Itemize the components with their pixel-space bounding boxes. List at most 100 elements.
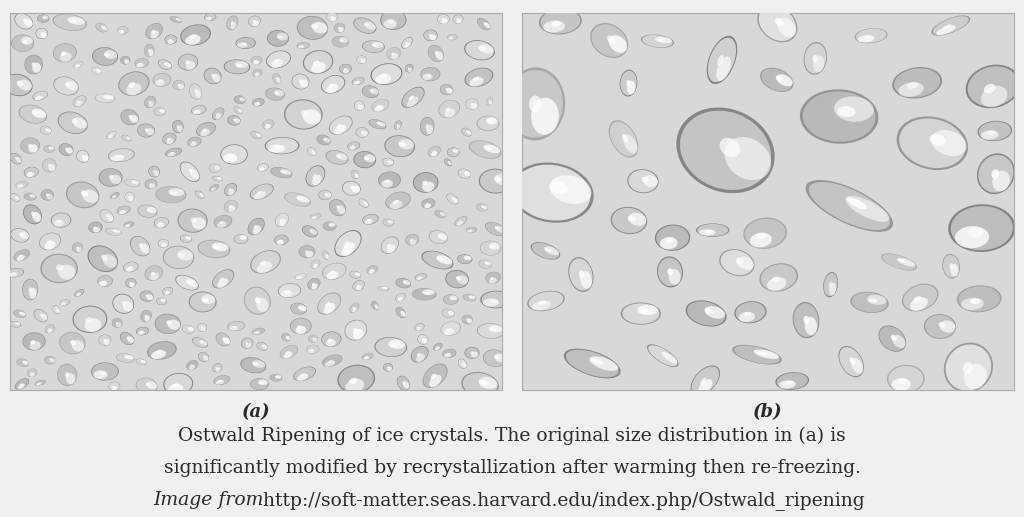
Ellipse shape bbox=[308, 335, 317, 342]
Ellipse shape bbox=[156, 350, 163, 354]
Ellipse shape bbox=[495, 226, 506, 233]
Ellipse shape bbox=[52, 14, 87, 31]
Ellipse shape bbox=[186, 61, 196, 70]
Ellipse shape bbox=[7, 268, 25, 277]
Ellipse shape bbox=[424, 364, 446, 387]
Ellipse shape bbox=[191, 142, 195, 144]
Ellipse shape bbox=[31, 372, 33, 374]
Ellipse shape bbox=[252, 328, 265, 334]
Ellipse shape bbox=[17, 185, 24, 188]
Ellipse shape bbox=[628, 169, 658, 193]
Ellipse shape bbox=[949, 263, 953, 269]
Ellipse shape bbox=[266, 88, 284, 100]
Ellipse shape bbox=[125, 356, 129, 358]
Ellipse shape bbox=[297, 42, 309, 49]
Ellipse shape bbox=[186, 280, 191, 283]
Ellipse shape bbox=[337, 155, 342, 158]
Ellipse shape bbox=[144, 265, 163, 281]
Ellipse shape bbox=[541, 9, 581, 34]
Ellipse shape bbox=[122, 135, 131, 141]
Ellipse shape bbox=[73, 61, 84, 68]
Ellipse shape bbox=[200, 340, 208, 345]
Ellipse shape bbox=[33, 63, 41, 73]
Ellipse shape bbox=[426, 124, 429, 129]
Ellipse shape bbox=[372, 301, 379, 310]
Ellipse shape bbox=[488, 325, 503, 332]
Ellipse shape bbox=[447, 312, 451, 314]
Ellipse shape bbox=[82, 190, 98, 203]
Ellipse shape bbox=[150, 184, 156, 189]
Ellipse shape bbox=[450, 296, 458, 300]
Ellipse shape bbox=[172, 80, 185, 90]
Ellipse shape bbox=[369, 119, 386, 129]
Ellipse shape bbox=[266, 124, 268, 126]
Ellipse shape bbox=[335, 231, 360, 256]
Ellipse shape bbox=[66, 373, 76, 384]
Ellipse shape bbox=[165, 63, 168, 65]
Ellipse shape bbox=[185, 35, 201, 45]
Ellipse shape bbox=[473, 77, 479, 81]
Ellipse shape bbox=[77, 293, 80, 294]
Ellipse shape bbox=[690, 366, 720, 396]
Ellipse shape bbox=[306, 166, 325, 186]
Ellipse shape bbox=[125, 224, 130, 227]
Ellipse shape bbox=[311, 62, 326, 73]
Ellipse shape bbox=[823, 273, 838, 296]
Ellipse shape bbox=[121, 210, 124, 212]
Ellipse shape bbox=[32, 212, 41, 222]
Ellipse shape bbox=[415, 273, 427, 280]
Ellipse shape bbox=[428, 146, 440, 156]
Ellipse shape bbox=[182, 325, 194, 333]
Ellipse shape bbox=[569, 258, 593, 291]
Ellipse shape bbox=[13, 310, 26, 317]
Ellipse shape bbox=[380, 73, 387, 78]
Ellipse shape bbox=[168, 39, 174, 44]
Ellipse shape bbox=[251, 131, 262, 139]
Ellipse shape bbox=[265, 87, 285, 101]
Ellipse shape bbox=[178, 209, 207, 232]
Ellipse shape bbox=[984, 84, 995, 94]
Ellipse shape bbox=[123, 301, 133, 311]
Ellipse shape bbox=[93, 371, 108, 379]
Ellipse shape bbox=[188, 169, 194, 174]
Ellipse shape bbox=[109, 382, 120, 390]
Ellipse shape bbox=[120, 72, 148, 95]
Ellipse shape bbox=[758, 5, 798, 42]
Ellipse shape bbox=[165, 63, 171, 67]
Ellipse shape bbox=[295, 274, 306, 279]
Ellipse shape bbox=[95, 23, 108, 32]
Ellipse shape bbox=[240, 97, 246, 101]
Ellipse shape bbox=[339, 366, 374, 392]
Ellipse shape bbox=[447, 161, 450, 163]
Ellipse shape bbox=[69, 19, 77, 23]
Ellipse shape bbox=[54, 77, 78, 95]
Ellipse shape bbox=[362, 215, 378, 224]
Ellipse shape bbox=[198, 240, 230, 258]
Ellipse shape bbox=[108, 148, 135, 162]
Ellipse shape bbox=[43, 145, 55, 153]
Ellipse shape bbox=[352, 280, 365, 291]
Ellipse shape bbox=[479, 169, 512, 193]
Ellipse shape bbox=[480, 291, 512, 308]
Text: Image from: Image from bbox=[154, 491, 264, 509]
Ellipse shape bbox=[867, 295, 887, 305]
Ellipse shape bbox=[379, 172, 400, 188]
Ellipse shape bbox=[467, 318, 472, 323]
Ellipse shape bbox=[461, 372, 499, 398]
Ellipse shape bbox=[254, 102, 260, 106]
Ellipse shape bbox=[228, 189, 234, 195]
Text: significantly modified by recrystallization after warming then re-freezing.: significantly modified by recrystallizat… bbox=[164, 459, 860, 477]
Ellipse shape bbox=[423, 338, 427, 344]
Ellipse shape bbox=[408, 67, 410, 69]
Ellipse shape bbox=[42, 255, 77, 282]
Ellipse shape bbox=[11, 35, 34, 52]
Ellipse shape bbox=[453, 197, 459, 203]
Ellipse shape bbox=[311, 216, 317, 219]
Ellipse shape bbox=[62, 302, 66, 303]
Ellipse shape bbox=[610, 121, 637, 156]
Ellipse shape bbox=[74, 62, 83, 68]
Ellipse shape bbox=[232, 326, 237, 328]
Ellipse shape bbox=[25, 55, 42, 73]
Ellipse shape bbox=[118, 206, 130, 215]
Ellipse shape bbox=[390, 201, 402, 209]
